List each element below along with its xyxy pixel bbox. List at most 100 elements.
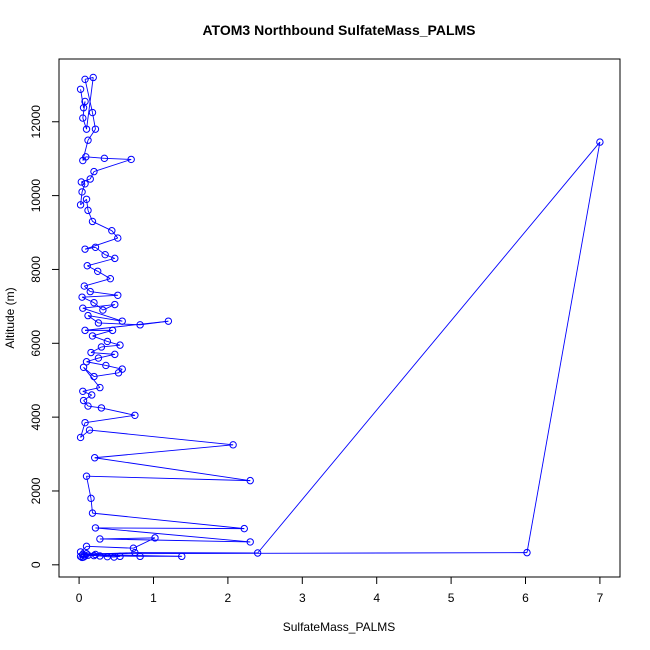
x-axis: 0 1 2 3 4 5 6 7 [76,577,604,605]
series-segment [89,171,95,180]
data-point [97,404,106,412]
data-point [596,138,604,146]
series-points [76,73,604,562]
series-segment [82,294,118,298]
data-point [82,542,91,551]
data-point [108,326,117,335]
data-point [79,114,87,122]
series-segment [87,257,115,267]
data-point [86,287,94,296]
data-point [86,175,94,183]
x-tick-label: 2 [225,591,232,605]
data-point [111,254,119,263]
x-tick-label: 0 [76,591,83,605]
series-segment [80,422,86,438]
data-point [93,267,102,275]
data-point [116,341,124,349]
series-segment [118,368,123,374]
data-point [91,524,100,532]
data-point [151,534,159,542]
series-segment [87,315,123,322]
data-point [90,167,98,176]
data-point [82,153,90,161]
data-point [253,549,262,557]
data-point [102,361,110,370]
x-tick-label: 3 [299,591,306,605]
data-point [80,282,88,290]
series-segment [86,357,99,363]
data-point [88,509,97,517]
data-point [88,217,97,226]
series-segment [95,554,121,557]
series-segment [81,183,86,193]
data-point [88,391,96,399]
data-point [78,188,86,196]
series-segment [80,198,87,206]
series-segment [82,390,92,396]
data-point [111,300,119,309]
data-point [96,535,104,543]
data-point [88,332,97,340]
data-point [91,125,100,133]
series-segment [86,77,94,130]
series-segment [90,346,102,353]
y-tick-label: 2000 [29,477,43,504]
series-segment [93,372,119,377]
data-point [79,387,87,395]
series-segment [92,512,245,530]
series-segment [95,246,106,256]
data-point [79,363,88,371]
series-segment [84,237,118,250]
series-segment [94,444,234,459]
series-segment [98,322,141,326]
data-point [127,155,135,164]
series-segment [83,367,101,388]
series-segment [102,304,115,311]
data-point [76,201,85,209]
series-segment [87,128,96,141]
series-segment [89,429,234,446]
series-segment [133,537,156,549]
data-point [111,350,119,359]
series-segment [257,141,601,554]
y-axis: 0 2000 4000 6000 8000 10000 12000 [29,105,59,568]
series-segment [84,414,135,424]
series-segment [99,538,251,543]
series-segment [107,341,121,346]
data-point [99,306,107,314]
data-point [229,441,237,449]
series-segment [93,158,132,173]
data-point [131,411,139,419]
x-tick-label: 5 [448,591,455,605]
data-point [85,426,94,434]
data-point [523,548,531,557]
series-segment [87,210,93,222]
series-segment [526,141,601,553]
data-point [136,321,144,329]
data-point [76,433,85,442]
series-segment [86,475,251,482]
data-point [91,454,99,462]
series-segment [82,307,123,322]
y-tick-label: 6000 [29,330,43,357]
data-point [114,369,123,377]
series-segment [99,537,155,540]
series-segment [81,296,95,304]
data-point [78,293,86,301]
data-point [129,544,138,552]
data-point [116,552,124,561]
data-point [96,383,104,392]
data-point [81,180,89,188]
data-point [118,365,126,373]
data-point [82,472,91,480]
series-segment [101,407,135,416]
series-segment [90,291,118,296]
data-point [100,154,109,163]
series-segment [92,335,108,342]
series-segment [83,285,91,292]
series-segment [94,457,251,482]
series-segment [95,527,251,543]
series-segment [86,199,89,211]
x-tick-label: 6 [522,591,529,605]
